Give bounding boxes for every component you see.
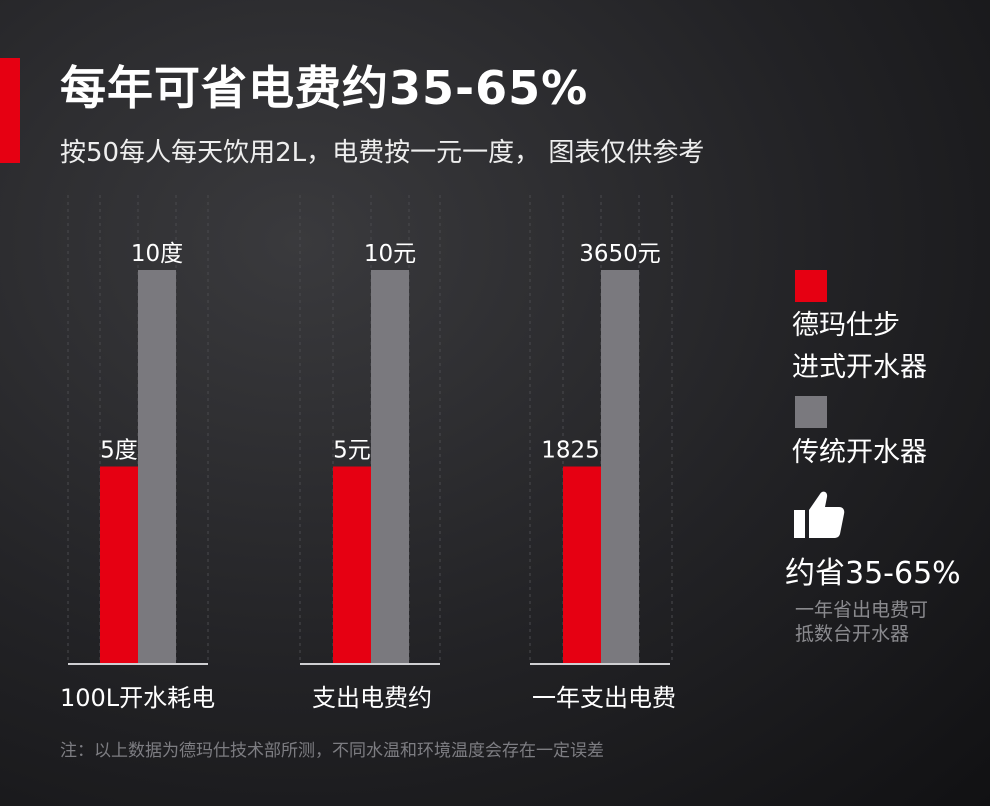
bar-0-1 (138, 270, 176, 663)
bar-label-0-0: 5度 (100, 438, 138, 464)
bar-label-1-1: 10元 (364, 241, 416, 267)
legend-swatch-red (795, 270, 827, 302)
savings-note-line1: 一年省出电费可 (795, 599, 929, 621)
legend-label-series1: 德玛仕步 进式开水器 (792, 305, 927, 389)
footnote: 注：以上数据为德玛仕技术部所测，不同水温和环境温度会存在一定误差 (60, 741, 604, 761)
page-title: 每年可省电费约35-65% (60, 61, 589, 115)
bar-1-0 (333, 466, 371, 663)
category-label-0: 100L开水耗电 (60, 684, 215, 712)
legend-label-series1-line1: 德玛仕步 (792, 310, 900, 341)
bar-label-2-1: 3650元 (579, 241, 661, 267)
bar-1-1 (371, 270, 409, 663)
bar-2-0 (563, 466, 601, 663)
legend-swatch-gray (795, 396, 827, 428)
legend-label-series1-line2: 进式开水器 (792, 352, 927, 383)
bar-label-0-1: 10度 (131, 241, 183, 267)
page-subtitle: 按50每人每天饮用2L，电费按一元一度， 图表仅供参考 (60, 138, 705, 168)
thumbs-up-icon (794, 491, 845, 538)
savings-headline: 约省35-65% (785, 556, 961, 591)
savings-note-line2: 抵数台开水器 (795, 623, 910, 645)
bar-0-0 (100, 466, 138, 663)
savings-note: 一年省出电费可 抵数台开水器 (795, 598, 965, 646)
category-label-2: 一年支出电费 (532, 684, 676, 712)
category-label-1: 支出电费约 (312, 684, 432, 712)
bar-label-1-0: 5元 (333, 438, 371, 464)
legend-label-series2: 传统开水器 (792, 437, 927, 468)
bar-2-1 (601, 270, 639, 663)
title-accent-bar (0, 58, 20, 163)
